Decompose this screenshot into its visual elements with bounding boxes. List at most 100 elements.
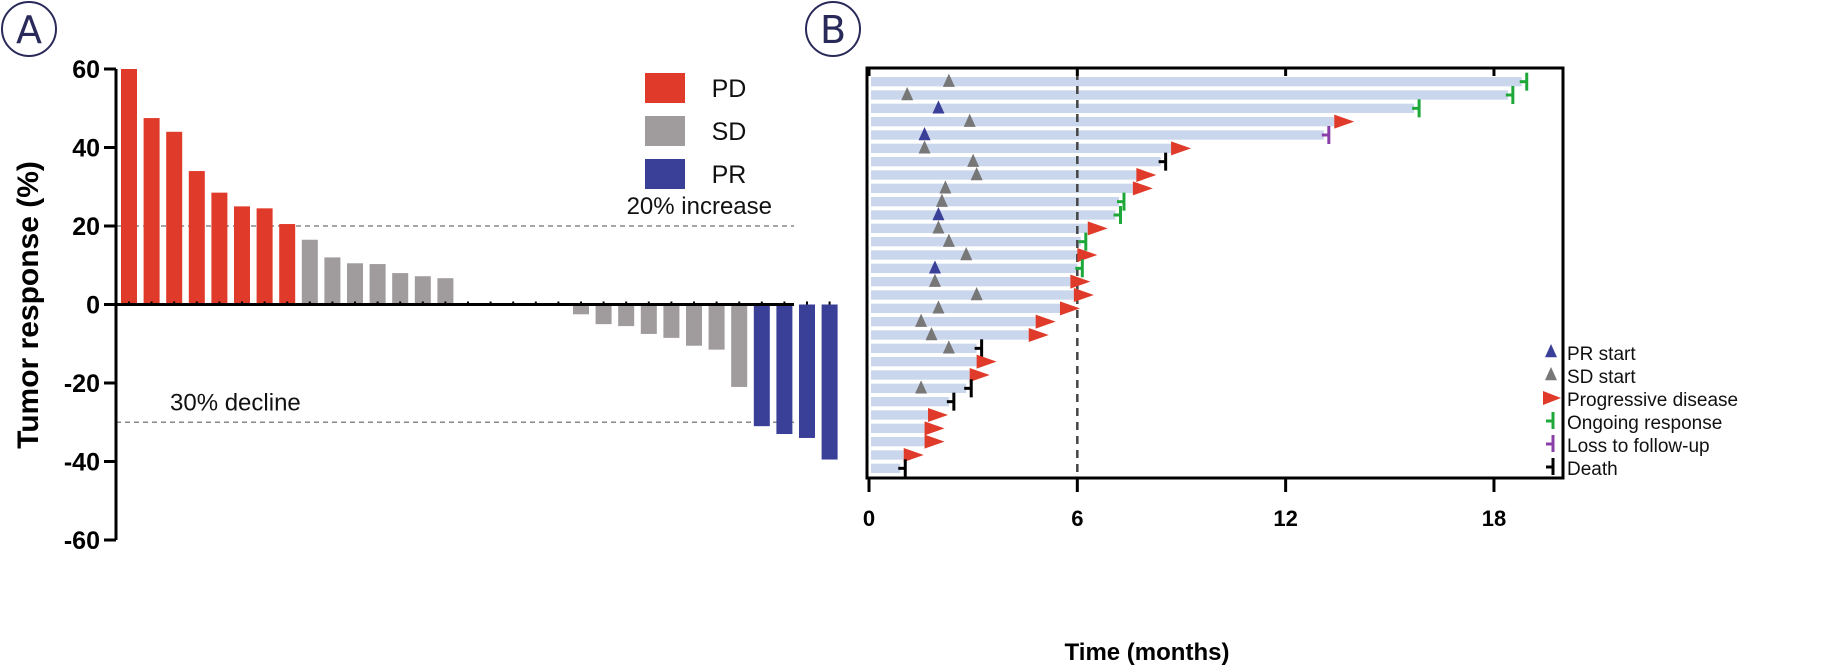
progression-marker <box>1132 181 1153 196</box>
patient-lane <box>871 157 1161 167</box>
loss-to-follow-up-marker <box>1321 126 1331 144</box>
legend-label-ongoing-response: Ongoing response <box>1567 413 1722 434</box>
legend: PD SD PR <box>645 73 746 189</box>
bar-sd <box>437 278 454 305</box>
progression-marker <box>1073 288 1094 302</box>
legend-label-sd: SD <box>712 118 747 146</box>
sd-start-marker <box>901 87 914 101</box>
y-axis-label: Tumor response (%) <box>12 161 45 449</box>
sd-start-marker <box>915 313 928 327</box>
bar-sd <box>301 239 318 305</box>
legend-icon-pr-start <box>1545 344 1557 358</box>
reference-lines: 20% increase 30% decline <box>116 193 794 424</box>
patient-lane <box>871 143 1172 153</box>
death-marker <box>946 392 956 411</box>
y-tick-label: 60 <box>72 56 100 84</box>
ongoing-response-marker <box>1519 72 1529 91</box>
ongoing-response-marker <box>1113 206 1123 224</box>
swim-lanes <box>871 77 1522 473</box>
sd-start-marker <box>967 153 980 167</box>
bar-sd <box>686 304 702 346</box>
axes: 60 40 20 0 -20 -40 -60 <box>64 56 794 555</box>
waterfall-chart: 20% increase 30% decline 60 40 20 0 -20 -40 -60… <box>12 56 838 555</box>
y-tick-label: 0 <box>86 292 100 320</box>
patient-lane <box>871 463 901 473</box>
legend-label-progressive-disease: Progressive disease <box>1567 390 1738 411</box>
patient-lane <box>871 397 949 407</box>
event-markers <box>898 72 1529 478</box>
bar-pr <box>753 304 770 427</box>
patient-lane <box>871 303 1060 313</box>
bar-sd <box>663 304 680 338</box>
legend-icon-loss-to-follow-up <box>1546 435 1555 452</box>
patient-lane <box>871 197 1119 207</box>
legend-swatch-pr <box>645 159 685 189</box>
pr-start-marker <box>932 207 945 221</box>
patient-lane <box>871 317 1036 327</box>
death-marker <box>974 339 984 358</box>
bar-sd <box>573 304 589 315</box>
bar-pd <box>211 192 228 305</box>
x-axis-label: Time (months) <box>1065 639 1230 666</box>
bar-pr <box>821 304 838 460</box>
bar-pd <box>279 224 296 305</box>
bars <box>121 69 838 460</box>
patient-lane <box>871 223 1088 233</box>
sd-start-marker <box>935 193 948 207</box>
patient-lane <box>871 183 1133 193</box>
progression-marker <box>1059 301 1080 316</box>
patient-lane <box>871 117 1335 127</box>
bar-pr <box>776 304 793 435</box>
legend-label-pr: PR <box>712 161 747 189</box>
panel-b-letter: B <box>820 8 846 52</box>
x-tick-label: 0 <box>863 506 875 531</box>
sd-start-marker <box>932 300 945 314</box>
legend-label-death: Death <box>1567 459 1618 480</box>
ongoing-response-marker <box>1116 192 1126 211</box>
pr-start-marker <box>928 260 941 274</box>
sd-start-marker <box>932 220 945 234</box>
panel-b-badge: B <box>805 1 861 57</box>
y-tick-label: 40 <box>72 135 100 163</box>
patient-lane <box>871 103 1415 113</box>
legend-icon-progressive-disease <box>1543 391 1561 405</box>
panel-a-badge: A <box>1 1 57 57</box>
legend-swatch-pd <box>645 73 685 103</box>
legend-swatch-sd <box>645 116 685 146</box>
reference-label-increase: 20% increase <box>627 193 772 220</box>
bar-pd <box>166 131 183 305</box>
sd-start-marker <box>942 233 955 247</box>
bar-sd <box>392 273 409 305</box>
patient-lane <box>871 77 1522 87</box>
legend-icon-sd-start <box>1545 367 1557 381</box>
death-marker <box>898 459 907 478</box>
bar-sd <box>640 304 657 334</box>
bar-pd <box>256 208 273 305</box>
bar-pr <box>799 304 815 438</box>
patient-lane <box>871 290 1074 300</box>
sd-start-marker <box>928 273 941 287</box>
x-tick-label: 6 <box>1071 506 1083 531</box>
pr-start-marker <box>932 100 945 114</box>
ongoing-response-marker <box>1505 86 1515 104</box>
progression-marker <box>903 448 924 462</box>
bar-sd <box>618 304 635 327</box>
y-tick-label: -20 <box>64 370 100 398</box>
panel-a-circle <box>1 1 57 57</box>
progression-marker <box>924 421 945 436</box>
patient-lane <box>871 437 925 447</box>
legend-icon-ongoing-response <box>1546 412 1555 429</box>
sd-start-marker <box>915 380 928 394</box>
bar-pd <box>188 171 205 305</box>
bar-pd <box>234 206 250 305</box>
legend-label-sd-start: SD start <box>1567 367 1636 388</box>
sd-start-marker <box>942 73 955 87</box>
patient-lane <box>871 370 970 380</box>
patient-lane <box>871 90 1508 100</box>
bar-sd <box>324 257 341 305</box>
sd-start-marker <box>918 140 931 154</box>
progression-marker <box>1136 168 1157 182</box>
patient-lane <box>871 450 904 460</box>
axes: 0 6 12 18 <box>863 66 1565 531</box>
